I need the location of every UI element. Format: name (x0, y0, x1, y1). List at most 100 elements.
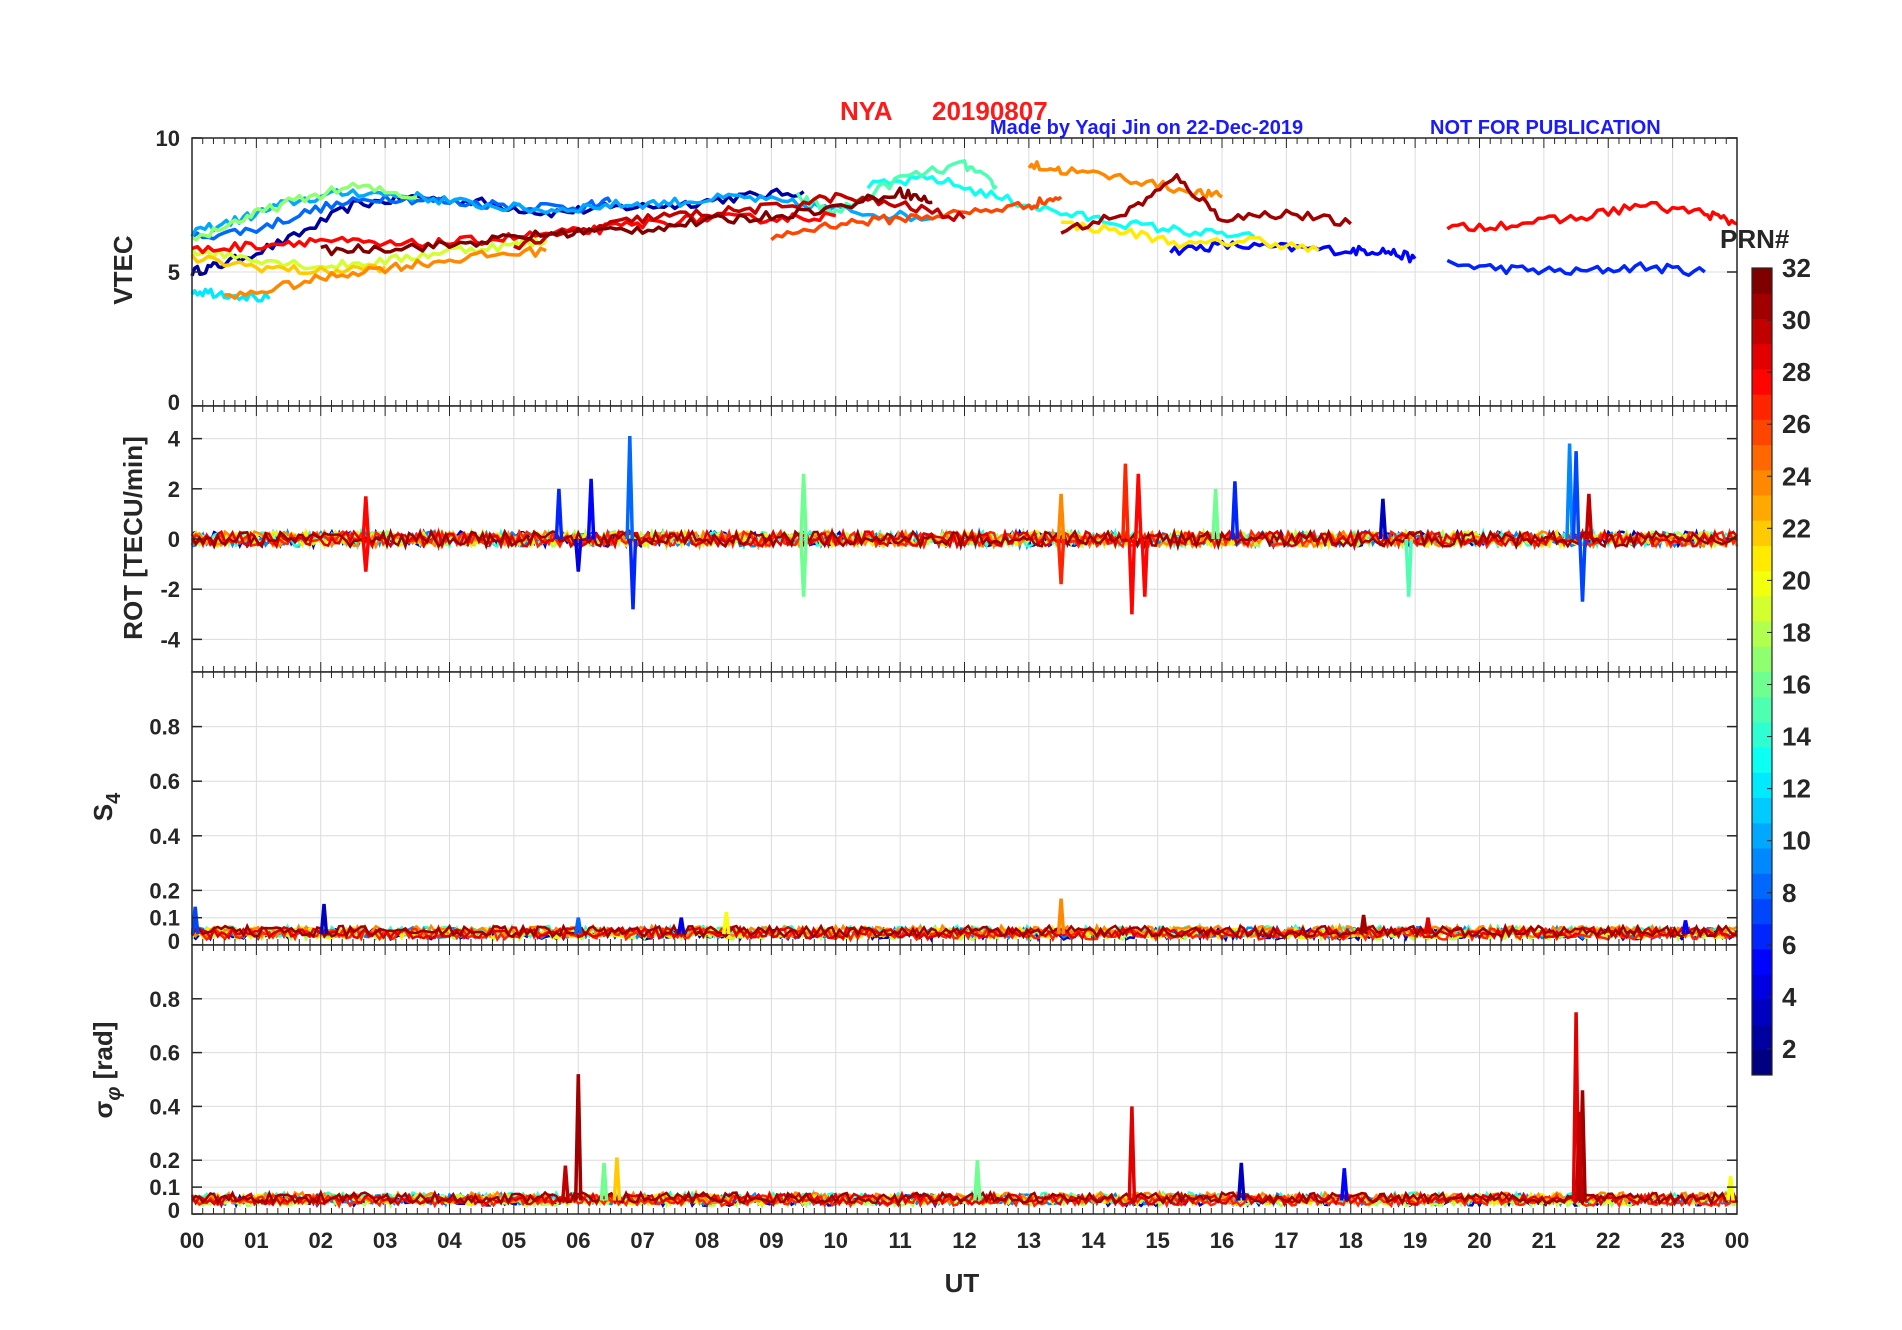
notice-text: NOT FOR PUBLICATION (1430, 117, 1661, 139)
x-tick-label: 00 (1725, 1228, 1749, 1253)
rot-spike (1211, 488, 1220, 540)
colorbar-segment (1752, 444, 1772, 471)
colorbar-segment (1752, 570, 1772, 597)
sigma_phi-spike (612, 1157, 622, 1201)
vtec-series-prn-15 (795, 159, 998, 217)
s4-ytick-label: 0.4 (149, 824, 180, 849)
s4-spike (1056, 898, 1066, 935)
rot-panel: -4 -2 0 2 4 (160, 405, 1739, 673)
x-tick-label: 02 (309, 1228, 333, 1253)
s4-baseline-prn-31 (190, 922, 1737, 940)
colorbar-segment (1752, 293, 1772, 319)
sigma_phi-ytick-label: 0.8 (149, 987, 180, 1012)
colorbar-tick-label: 30 (1782, 305, 1811, 335)
x-tick-label: 04 (437, 1228, 462, 1253)
colorbar-segment (1752, 318, 1772, 345)
s4-ylabel: S4 (88, 792, 125, 821)
colorbar-label: PRN# (1720, 224, 1790, 254)
s4-spike (1681, 920, 1690, 935)
colorbar-segment (1752, 545, 1772, 572)
rot-spike (1127, 538, 1137, 615)
s4-ytick-label: 0.6 (149, 769, 180, 794)
rot-spike (361, 496, 371, 540)
colorbar-tick-label: 12 (1782, 774, 1811, 804)
colorbar-segment (1752, 747, 1772, 773)
colorbar-segment (1752, 671, 1772, 698)
colorbar-segment (1752, 368, 1772, 395)
rot-spike (1565, 443, 1574, 540)
s4-ytick-label: 0.1 (149, 906, 180, 931)
colorbar-segment (1752, 974, 1772, 1000)
rot-spike (586, 478, 596, 540)
sigma-phi-panel: 00.10.2 0.4 0.6 0.8 (149, 944, 1739, 1223)
s4-spike (190, 906, 200, 935)
vtec-series-prn-13 (866, 173, 1256, 239)
rot-baseline-prn-29 (190, 527, 1738, 551)
colorbar-segment (1752, 696, 1772, 723)
rot-spike (1378, 498, 1388, 540)
x-tick-label: 11 (888, 1228, 911, 1253)
x-tick-label: 12 (952, 1228, 976, 1253)
sigma_phi-spike (561, 1165, 570, 1201)
s4-spike (1423, 917, 1433, 935)
x-tick-label: 19 (1403, 1228, 1427, 1253)
vtec-series-prn-12 (190, 287, 271, 303)
rot-spike (1584, 493, 1594, 540)
colorbar-segment (1752, 394, 1772, 420)
x-tick-label: 13 (1017, 1228, 1041, 1253)
rot-spike (554, 488, 564, 540)
x-tick-label: 15 (1145, 1228, 1169, 1253)
rot-spike (1578, 538, 1587, 602)
rot-spike (1133, 473, 1143, 540)
rot-spike (573, 538, 583, 572)
rot-ytick-label: -4 (160, 627, 180, 652)
s4-ytick-label: 0.2 (149, 878, 180, 903)
x-tick-label: 10 (824, 1228, 848, 1253)
x-tick-label: 08 (695, 1228, 719, 1253)
rot-spike (1121, 463, 1130, 540)
x-tick-label: 07 (630, 1228, 654, 1253)
colorbar-segment (1752, 873, 1772, 899)
rot-spike (625, 436, 635, 540)
chart-title-station: NYA (840, 96, 893, 126)
vtec-series-prn-17 (191, 181, 418, 242)
s4-panel: 00.1 0.2 0.4 0.6 0.8 (149, 671, 1739, 954)
s4-spike (573, 917, 583, 935)
vtec-series-prn-24 (224, 245, 547, 300)
colorbar-tick-label: 16 (1782, 670, 1811, 700)
colorbar-tick-label: 6 (1782, 930, 1796, 960)
rot-ytick-label: 4 (168, 427, 181, 452)
x-tick-label: 17 (1274, 1228, 1298, 1253)
rot-spike (1056, 538, 1066, 585)
s4-spike (319, 903, 329, 935)
colorbar-segment (1752, 772, 1772, 799)
colorbar-segment (1752, 721, 1772, 748)
colorbar-segment (1752, 595, 1772, 622)
s4-ytick-label: 0 (168, 929, 180, 954)
credit-text: Made by Yaqi Jin on 22-Dec-2019 (990, 117, 1303, 139)
sigma_phi-ytick-label: 0.4 (149, 1094, 180, 1119)
x-tick-label: 05 (502, 1228, 526, 1253)
colorbar-segment (1752, 520, 1772, 546)
rot-spike (628, 538, 638, 610)
vtec-series-prn-24 (1027, 160, 1223, 200)
colorbar-tick-label: 14 (1782, 722, 1811, 752)
vtec-panel: 0 5 10 (156, 126, 1738, 415)
vtec-series-prn-28 (191, 211, 837, 255)
sigma_phi-ytick-label: 0.6 (149, 1041, 180, 1066)
s4-ytick-label: 0.8 (149, 715, 180, 740)
colorbar-tick-label: 8 (1782, 878, 1796, 908)
colorbar-box (1751, 267, 1773, 1076)
x-tick-label: 20 (1467, 1228, 1491, 1253)
rot-spike (1140, 538, 1150, 597)
colorbar-segment (1752, 948, 1772, 975)
colorbar-segment (1752, 268, 1772, 294)
s4-spike (721, 911, 731, 935)
vtec-ylabel: VTEC (108, 235, 138, 305)
x-tick-label: 23 (1660, 1228, 1684, 1253)
x-tick-label: 18 (1339, 1228, 1363, 1253)
rot-spike (1571, 451, 1581, 540)
rot-spike (1230, 481, 1240, 540)
vtec-ytick-label: 5 (168, 260, 180, 285)
